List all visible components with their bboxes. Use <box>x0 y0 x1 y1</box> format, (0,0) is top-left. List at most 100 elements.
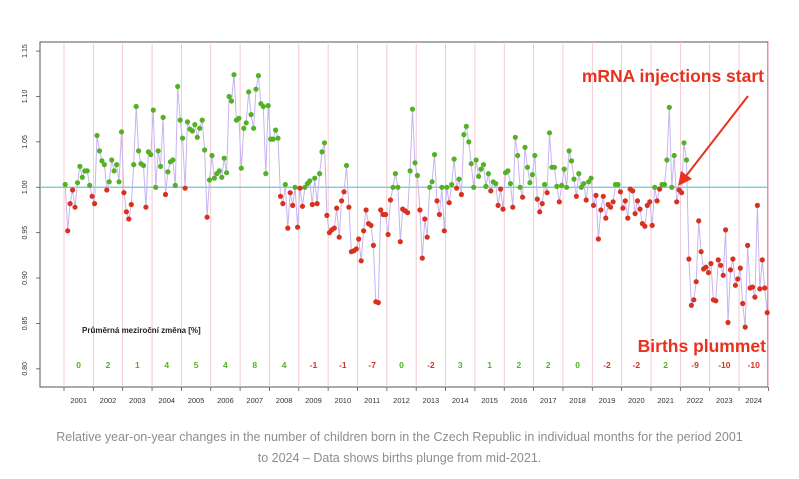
data-point <box>99 158 105 164</box>
data-point <box>260 103 266 110</box>
data-point <box>96 148 103 154</box>
data-point <box>485 171 491 177</box>
data-point <box>407 168 413 174</box>
data-point <box>478 166 484 172</box>
yearly-change-value: -1 <box>339 360 347 370</box>
data-point <box>441 228 447 234</box>
data-point <box>153 184 159 190</box>
data-point <box>321 140 328 146</box>
data-point <box>696 218 702 224</box>
data-point <box>554 183 560 189</box>
data-point <box>92 201 98 207</box>
data-point <box>170 157 176 163</box>
data-point <box>361 228 367 234</box>
data-point <box>287 190 293 196</box>
data-point <box>463 123 469 129</box>
caption-line-2: to 2024 – Data shows births plunge from … <box>257 451 542 465</box>
data-point <box>681 140 687 146</box>
data-point <box>451 156 457 162</box>
data-point <box>664 157 670 163</box>
data-point <box>718 262 724 268</box>
data-point <box>732 282 739 288</box>
data-point <box>387 197 394 203</box>
data-point <box>705 270 712 276</box>
data-point <box>238 165 244 171</box>
y-tick-label: 0.85 <box>22 317 29 331</box>
data-point <box>461 132 467 138</box>
data-point <box>334 205 340 211</box>
data-point <box>588 175 594 181</box>
yearly-change-value: -10 <box>748 360 761 370</box>
yearly-change-value: 0 <box>76 360 81 370</box>
data-point <box>128 201 134 208</box>
data-point <box>446 200 452 206</box>
data-point <box>520 194 526 200</box>
data-point <box>686 256 692 262</box>
data-point <box>123 209 129 215</box>
data-point <box>654 198 660 204</box>
data-point <box>466 139 472 145</box>
data-point <box>248 112 254 118</box>
figure-caption: Relative year-on-year changes in the num… <box>0 427 799 469</box>
data-point <box>216 168 222 174</box>
x-tick-label: 2008 <box>276 396 293 405</box>
data-point <box>529 172 536 178</box>
data-point <box>158 163 164 169</box>
data-point <box>622 198 628 204</box>
data-point <box>468 161 474 167</box>
x-tick-label: 2004 <box>158 396 175 405</box>
y-tick-label: 1.10 <box>22 90 29 104</box>
data-point <box>745 242 751 248</box>
data-point <box>346 204 352 210</box>
data-point <box>189 128 195 134</box>
data-point <box>493 181 499 187</box>
data-point <box>436 211 442 218</box>
data-point <box>720 272 726 278</box>
data-point <box>118 129 125 135</box>
data-point <box>143 204 149 210</box>
data-point <box>480 162 487 168</box>
x-tick-label: 2010 <box>334 396 351 405</box>
data-point <box>483 183 489 189</box>
data-point <box>581 181 587 187</box>
data-point <box>131 162 137 168</box>
x-tick-label: 2016 <box>511 396 528 405</box>
data-point <box>79 174 85 180</box>
data-point <box>126 216 132 222</box>
data-point <box>339 198 345 204</box>
data-point <box>752 294 758 300</box>
data-point <box>202 147 208 153</box>
data-point <box>647 199 653 205</box>
data-point <box>764 310 770 316</box>
data-point <box>708 260 714 267</box>
x-tick-label: 2012 <box>393 396 410 405</box>
data-point <box>603 215 609 221</box>
x-tick-label: 2019 <box>599 396 616 405</box>
data-point <box>740 300 746 307</box>
data-point <box>228 98 235 104</box>
data-point <box>299 203 306 209</box>
data-point <box>104 187 110 193</box>
data-point <box>476 173 482 179</box>
x-tick-label: 2014 <box>452 396 469 405</box>
data-point <box>101 162 107 168</box>
yearly-change-value: 1 <box>487 360 492 370</box>
data-point <box>175 83 181 90</box>
data-point <box>277 193 284 199</box>
data-point <box>331 225 337 231</box>
data-point <box>749 284 756 290</box>
data-point <box>412 160 418 166</box>
data-point <box>735 276 741 282</box>
data-point <box>715 257 721 263</box>
data-point <box>510 204 516 210</box>
x-tick-label: 2020 <box>628 396 645 405</box>
data-point <box>87 182 93 188</box>
data-point <box>136 148 142 154</box>
data-point <box>409 106 416 112</box>
data-point <box>246 89 252 95</box>
data-point <box>598 207 604 213</box>
data-point <box>449 181 455 188</box>
yearly-change-value: -2 <box>427 360 435 370</box>
yearly-change-value: -10 <box>718 360 731 370</box>
